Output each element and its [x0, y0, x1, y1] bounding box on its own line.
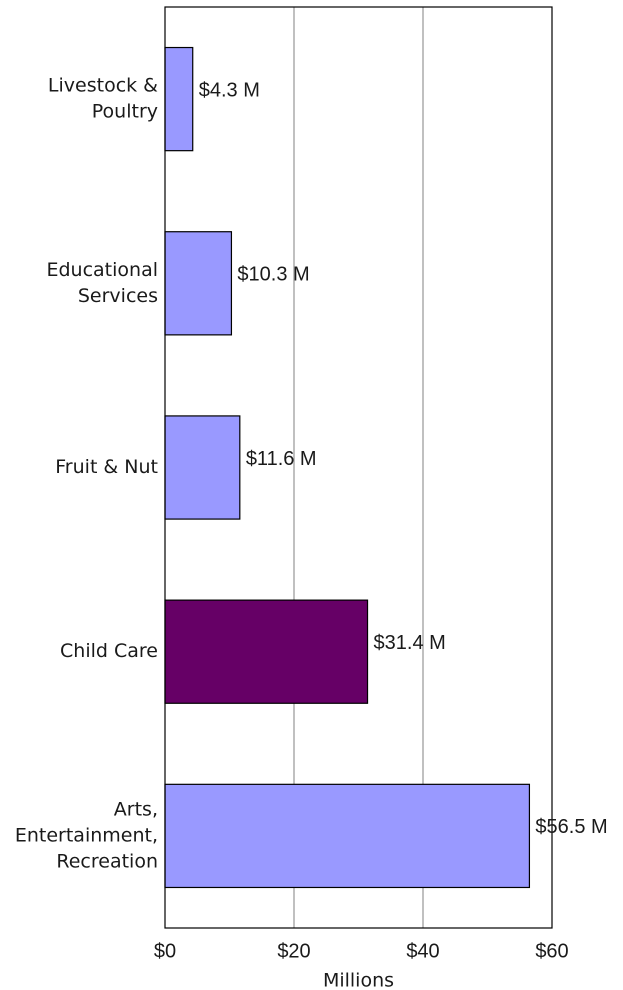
- grid-lines: [293, 7, 424, 928]
- category-label: Entertainment,: [15, 824, 158, 846]
- bar: [164, 415, 241, 520]
- bar: [164, 783, 531, 889]
- category-label: Arts,: [114, 798, 158, 820]
- x-tick-label: $60: [535, 940, 568, 962]
- x-tick-label: $20: [277, 940, 310, 962]
- x-tick-labels: $0 $20 $40 $60: [154, 940, 569, 962]
- x-tick-label: $40: [406, 940, 439, 962]
- bar: [164, 231, 233, 336]
- category-label: Educational: [46, 259, 158, 281]
- category-labels: Livestock & Poultry Educational Services Fru…: [15, 75, 158, 873]
- data-label: $4.3 M: [199, 79, 260, 101]
- data-label: $56.5 M: [535, 816, 607, 838]
- x-tick-label: $0: [154, 940, 176, 962]
- category-label: Livestock &: [48, 75, 158, 97]
- bar: [164, 46, 194, 152]
- bars: [164, 46, 531, 889]
- category-label: Poultry: [92, 101, 158, 123]
- plot-frame: [164, 6, 553, 929]
- data-label: $31.4 M: [374, 632, 446, 654]
- data-label: $11.6 M: [246, 448, 317, 470]
- category-label: Child Care: [60, 640, 158, 662]
- data-labels: $4.3 M $10.3 M $11.6 M $31.4 M $56.5 M: [199, 79, 608, 838]
- data-label: $10.3 M: [237, 264, 309, 286]
- bar: [164, 599, 369, 704]
- category-label: Services: [78, 285, 158, 307]
- category-label: Fruit & Nut: [55, 456, 158, 478]
- category-label: Recreation: [56, 850, 158, 872]
- x-axis-title: Millions: [323, 970, 394, 990]
